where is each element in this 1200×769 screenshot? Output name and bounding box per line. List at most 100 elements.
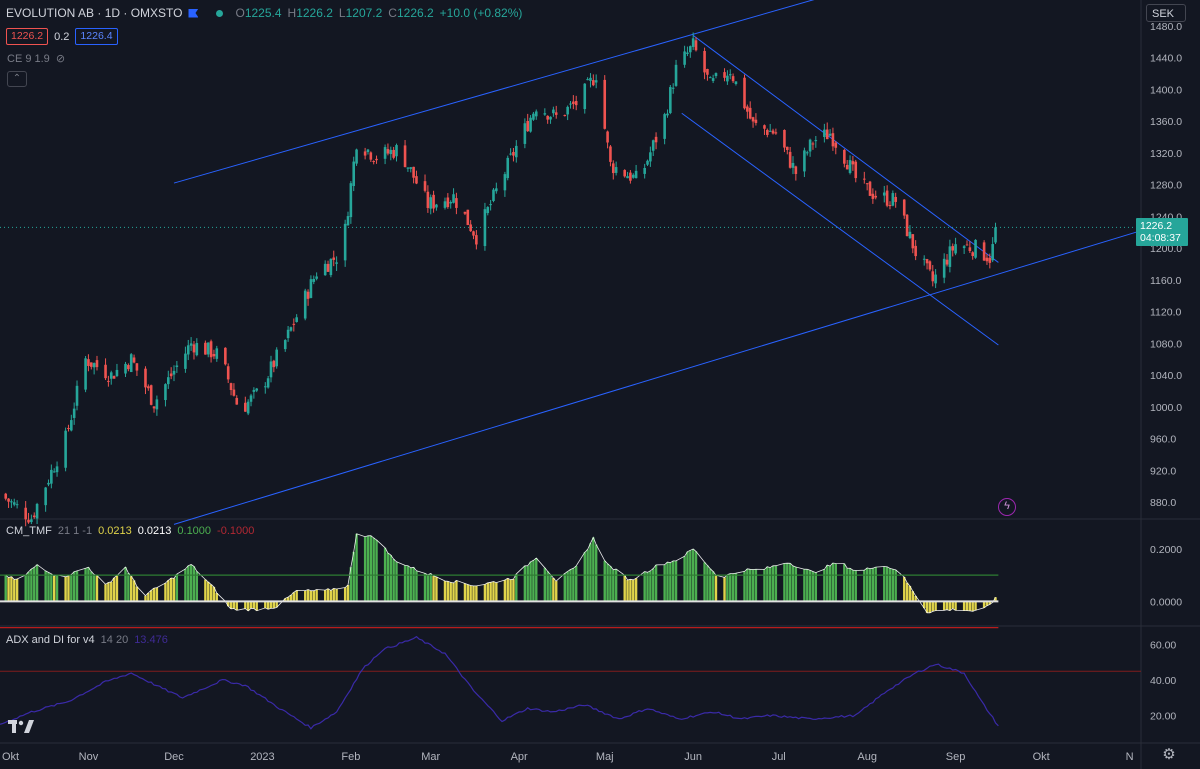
settings-gear-icon[interactable]: ⚙ <box>1162 746 1176 763</box>
tmf-bar <box>446 581 450 602</box>
candle-body <box>589 77 592 81</box>
tmf-bar <box>489 582 492 602</box>
tmf-bar <box>412 567 415 602</box>
tmf-bar <box>763 569 766 602</box>
trend-lines[interactable] <box>173 0 1142 525</box>
candle-body <box>572 101 575 104</box>
candle-body <box>172 370 176 375</box>
symbol-title[interactable]: EVOLUTION AB · 1D · OMXSTO <box>6 6 183 20</box>
tmf-bar <box>130 576 133 602</box>
tmf-bar <box>903 576 906 602</box>
candle-body <box>643 168 646 174</box>
sell-price[interactable]: 1226.2 <box>6 28 49 45</box>
eye-hidden-icon[interactable]: ⊘ <box>55 53 66 65</box>
candle-body <box>184 353 187 369</box>
tmf-bar <box>803 569 806 602</box>
candle-body <box>212 354 216 357</box>
tmf-bar <box>951 601 954 609</box>
x-tick-label: Apr <box>511 751 528 763</box>
candle-body <box>788 151 792 168</box>
candle-body <box>186 345 190 355</box>
candle-body <box>634 170 638 179</box>
tmf-bar <box>486 582 489 602</box>
tmf-bar <box>232 601 236 609</box>
axes: Okt Nov Dec 2023 Feb Mar Apr Maj Jun Jul Aug Sep Okt… <box>2 21 1182 763</box>
tmf-bar <box>435 576 438 602</box>
tmf-bar <box>566 571 569 602</box>
candle-body <box>472 231 475 236</box>
tmf-bar <box>634 578 638 602</box>
collapse-legend-button[interactable]: ⌃ <box>7 71 27 87</box>
trend-line <box>692 35 999 263</box>
candle-body <box>64 430 67 468</box>
candle-body <box>67 428 70 430</box>
tmf-bar <box>432 575 435 602</box>
candle-body <box>554 112 558 115</box>
tmf-bar <box>264 601 267 608</box>
tmf-bar <box>774 565 778 602</box>
candle-body <box>244 402 247 412</box>
tmf-bar <box>729 573 732 602</box>
tmf-bar <box>95 575 99 602</box>
candle-body <box>828 133 832 136</box>
candle-body <box>811 143 815 145</box>
tmf-bar <box>723 577 726 602</box>
tmf-bar <box>335 589 338 602</box>
candle-body <box>35 503 39 519</box>
tmf-name[interactable]: CM_TMF <box>6 525 52 537</box>
tmf-bar <box>968 601 972 611</box>
tmf-bar <box>44 570 47 602</box>
tmf-bar <box>714 575 718 602</box>
candle-body <box>911 234 915 249</box>
candle-body <box>908 231 912 239</box>
candle-body <box>343 223 347 261</box>
price-tick-label: 1160.0 <box>1150 275 1181 287</box>
tmf-bar <box>463 583 467 602</box>
tmf-bar <box>791 565 795 602</box>
tmf-bar <box>169 577 173 602</box>
candle-body <box>974 239 977 258</box>
tmf-bar <box>854 570 857 602</box>
candle-body <box>255 388 259 391</box>
candle-body <box>671 87 675 89</box>
bar-countdown: 04:08:37 <box>1140 232 1181 245</box>
ce-indicator-label[interactable]: CE 9 1.9 <box>7 52 50 65</box>
candle-body <box>352 161 356 187</box>
tmf-bar <box>275 601 278 608</box>
tmf-bar <box>249 601 253 609</box>
tmf-bar <box>572 568 575 602</box>
lightning-alert-icon[interactable]: ϟ <box>998 498 1016 516</box>
currency-selector[interactable]: SEK <box>1146 4 1186 22</box>
adx-name[interactable]: ADX and DI for v4 <box>6 634 95 646</box>
tmf-bar <box>252 601 256 609</box>
candle-body <box>965 244 969 246</box>
buy-price[interactable]: 1226.4 <box>75 28 118 45</box>
tmf-bar <box>127 573 130 602</box>
tmf-bar <box>911 591 914 602</box>
tmf-bar <box>167 580 170 602</box>
tmf-bar <box>632 579 635 602</box>
tmf-bar <box>90 571 93 602</box>
tmf-bar <box>646 572 649 602</box>
candle-body <box>606 131 609 143</box>
tmf-bar <box>626 579 629 602</box>
candle-body <box>489 204 492 206</box>
trend-line <box>173 230 1142 525</box>
tmf-bar <box>834 563 837 602</box>
candle-body <box>689 46 692 53</box>
candle-body <box>851 161 855 165</box>
flag-icon[interactable] <box>188 8 199 18</box>
candle-body <box>309 279 313 298</box>
candle-body <box>534 111 538 117</box>
tmf-bar <box>426 574 430 602</box>
x-tick-label: Mar <box>421 751 440 763</box>
tmf-bar <box>928 601 932 613</box>
candle-body <box>84 358 87 390</box>
candle-body <box>543 113 547 115</box>
candle-body <box>346 216 350 226</box>
tradingview-logo[interactable] <box>8 718 34 734</box>
candle-body <box>854 161 858 179</box>
candle-body <box>783 130 786 148</box>
tmf-bar <box>423 573 427 602</box>
